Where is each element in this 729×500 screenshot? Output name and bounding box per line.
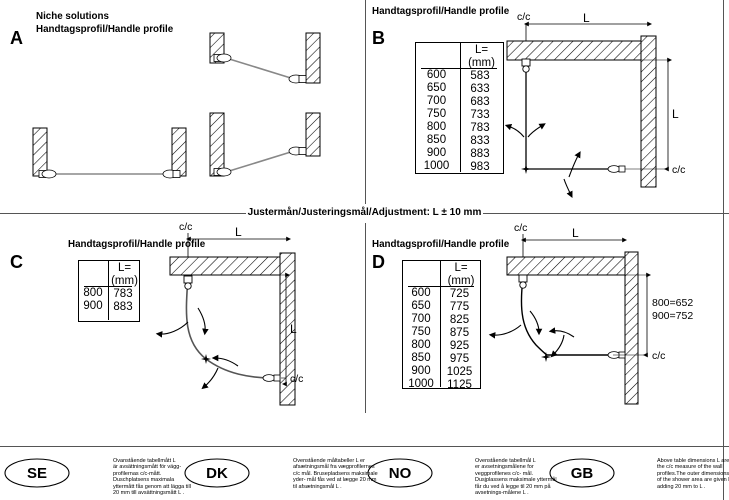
svg-text:DK: DK — [206, 465, 228, 482]
svg-text:SE: SE — [27, 465, 47, 482]
